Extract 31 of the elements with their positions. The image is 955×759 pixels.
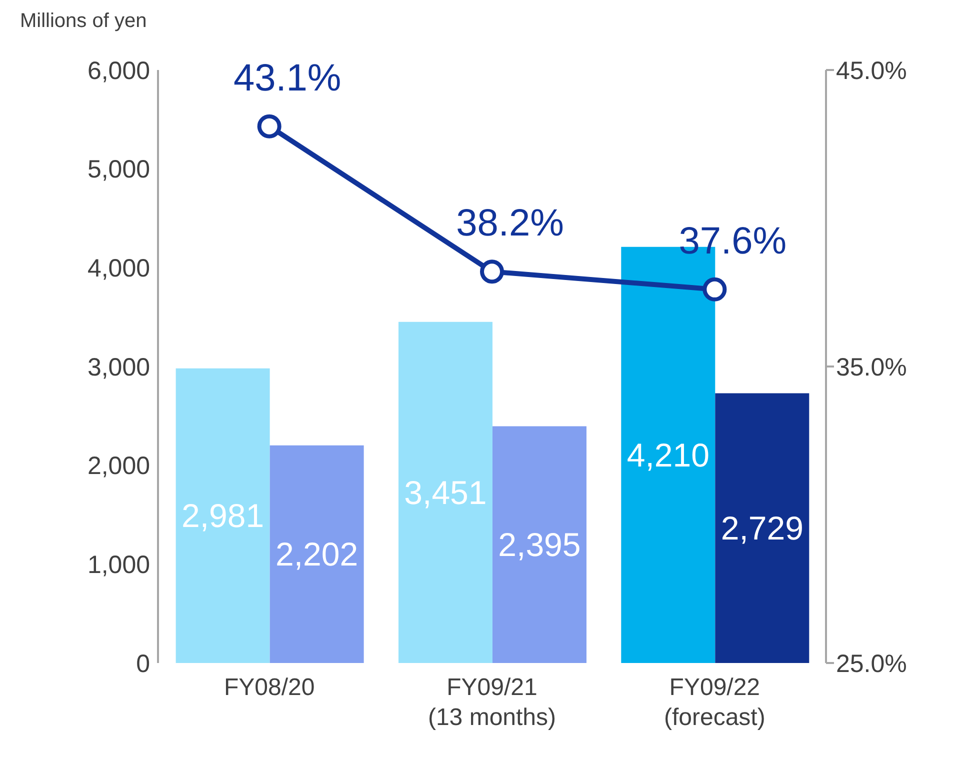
y-tick-label: 2,000 (87, 452, 150, 480)
data-label: 3,451 (404, 474, 487, 511)
bar (492, 426, 586, 663)
data-label: 2,729 (720, 510, 804, 547)
bar (398, 322, 492, 663)
data-label: 43.1% (233, 57, 342, 100)
point (702, 277, 727, 302)
y2-tick-label: 45.0% (836, 56, 907, 85)
bar (176, 368, 270, 663)
y-tick-label: 6,000 (87, 56, 150, 85)
y-tick-label: 0 (136, 650, 150, 678)
y2-tick-label: 25.0% (836, 650, 907, 678)
data-label: 2,981 (182, 497, 264, 534)
y-axis-title: Millions of yen (20, 10, 147, 33)
data-label: 37.6% (678, 220, 787, 262)
y-tick-label: 5,000 (87, 156, 150, 184)
y-tick-label: 1,000 (87, 551, 150, 580)
point (257, 114, 282, 138)
x-tick-label: FY09/21 (13 months) (428, 674, 556, 731)
data-label: 38.2% (456, 202, 564, 245)
y-tick-label: 4,000 (87, 254, 150, 283)
y-tick-label: 3,000 (87, 353, 150, 382)
data-label: 2,202 (276, 536, 358, 573)
bar (270, 445, 364, 663)
y2-tick-label: 35.0% (836, 353, 907, 382)
data-label: 2,395 (498, 526, 581, 564)
x-tick-label: FY09/22 (forecast) (664, 674, 766, 731)
x-tick-label: FY08/20 (224, 674, 315, 701)
data-label: 4,210 (626, 436, 710, 474)
bar (715, 393, 810, 663)
point (480, 260, 504, 284)
